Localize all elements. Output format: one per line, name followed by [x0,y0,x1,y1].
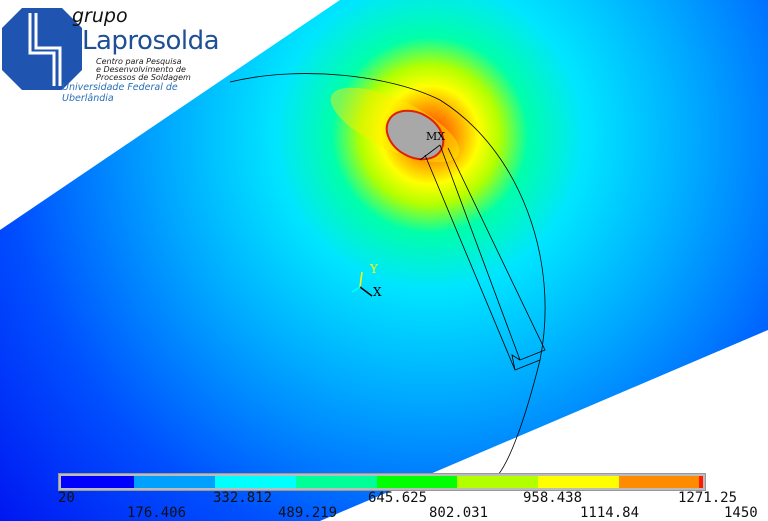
legend-swatch [699,476,704,488]
legend-swatch [295,476,377,488]
weld-pool [385,109,445,161]
max-marker: MX [426,130,446,143]
color-legend [58,473,706,491]
legend-swatch [376,476,458,488]
legend-swatch [214,476,296,488]
laprosolda-logo: grupo Laprosolda Centro para Pesquisa e … [0,0,220,104]
geometry-outline [229,73,546,476]
legend-swatch [61,476,134,488]
legend-label: 1450 [724,505,758,521]
legend-label: 20 [58,490,75,506]
legend-swatch [538,476,620,488]
legend-label: 802.031 [429,505,489,521]
legend-swatch [457,476,539,488]
legend-label: 176.406 [127,505,187,521]
logo-emblem [2,8,82,90]
axis-x-label: X [373,285,382,299]
legend-label: 489.219 [278,505,338,521]
legend-label: 1114.84 [580,505,640,521]
legend-swatch [133,476,215,488]
legend-label: 645.625 [368,490,428,506]
legend-label: 958.438 [523,490,583,506]
legend-label: 332.812 [213,490,273,506]
axis-triad [351,271,373,297]
axis-y-label: Y [370,262,378,276]
legend-swatch [619,476,700,488]
legend-label: 1271.25 [678,490,738,506]
